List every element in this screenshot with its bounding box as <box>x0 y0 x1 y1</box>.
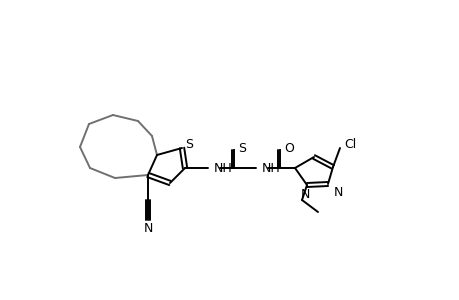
Text: Cl: Cl <box>343 137 355 151</box>
Text: N: N <box>333 187 342 200</box>
Text: NH: NH <box>213 161 232 175</box>
Text: N: N <box>143 223 152 236</box>
Text: NH: NH <box>262 161 280 175</box>
Text: O: O <box>283 142 293 155</box>
Text: S: S <box>237 142 246 155</box>
Text: S: S <box>185 139 193 152</box>
Text: N: N <box>300 188 309 200</box>
